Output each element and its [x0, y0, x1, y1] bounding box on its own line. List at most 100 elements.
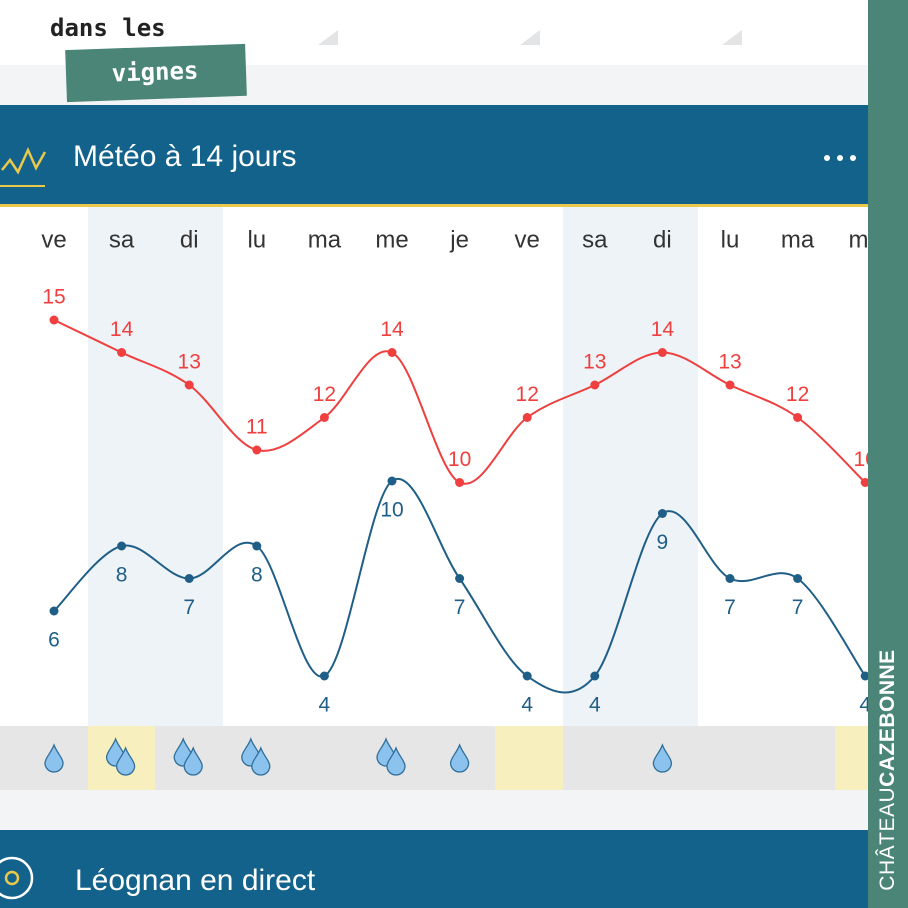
sidebar: CHÂTEAUCAZEBONNE — [868, 0, 908, 908]
widget-title[interactable]: Météo à 14 jours — [73, 140, 296, 173]
min-label: 7 — [792, 596, 804, 619]
rain-drop — [652, 743, 673, 773]
min-label: 4 — [319, 694, 331, 717]
min-point — [252, 541, 262, 551]
min-point — [184, 574, 194, 583]
max-label: 13 — [178, 351, 201, 374]
rain-cell-dry — [835, 726, 868, 790]
max-label: 11 — [246, 416, 268, 439]
day-label: me — [375, 226, 408, 253]
min-point — [793, 574, 803, 583]
min-point — [725, 574, 735, 583]
rain-icons — [44, 737, 673, 776]
day-label: ve — [515, 226, 540, 253]
min-label: 10 — [380, 499, 403, 522]
min-label: 4 — [521, 694, 533, 717]
max-point — [725, 380, 735, 390]
min-label: 7 — [724, 596, 736, 619]
live-icon — [0, 856, 34, 900]
tag-line: dans les — [50, 14, 166, 42]
live-icon-dot — [4, 870, 20, 886]
max-label: 14 — [651, 318, 675, 341]
max-point — [860, 478, 868, 487]
brand-light: CHÂTEAU — [876, 786, 899, 891]
min-point — [319, 671, 329, 681]
max-point — [793, 413, 803, 422]
min-point — [455, 574, 465, 583]
day-label: di — [653, 226, 672, 253]
tri-icon — [520, 30, 540, 45]
tri-icon — [722, 30, 742, 45]
max-point — [252, 445, 262, 455]
max-point — [657, 348, 667, 357]
min-point — [117, 541, 127, 551]
weekend-band — [563, 207, 698, 726]
min-line — [53, 477, 867, 694]
max-label: 13 — [583, 351, 606, 374]
rain-drop — [386, 746, 406, 776]
rain-drop — [449, 743, 470, 773]
footer-title[interactable]: Léognan en direct — [75, 864, 316, 897]
min-label: 9 — [657, 531, 669, 554]
max-point — [590, 380, 600, 390]
weekend-band — [88, 207, 223, 726]
gap-band — [0, 790, 868, 830]
min-point — [590, 671, 600, 681]
min-label: 4 — [859, 694, 868, 717]
min-point — [49, 606, 59, 616]
day-label: sa — [109, 226, 135, 253]
max-point — [455, 478, 465, 487]
app-screen: dans les vignes Météo à 14 jours ve sa di l… — [0, 10, 868, 908]
max-point — [184, 380, 194, 390]
min-label: 6 — [48, 629, 60, 652]
day-label: sa — [582, 226, 608, 253]
min-point — [387, 476, 397, 486]
min-label: 7 — [183, 596, 195, 619]
max-label: 12 — [516, 383, 539, 406]
max-point — [387, 348, 397, 357]
day-label: je — [449, 226, 469, 253]
tag-box — [36, 10, 226, 50]
max-label: 12 — [313, 383, 336, 406]
menu-dots[interactable] — [824, 155, 856, 161]
day-label: ve — [41, 226, 66, 253]
max-label: 10 — [448, 448, 471, 471]
tag-green — [65, 43, 247, 103]
rain-drop — [183, 746, 203, 776]
max-point — [49, 315, 59, 325]
widget-header — [0, 105, 868, 205]
forecast-chart: ve sa di lu ma me je ve sa di lu ma me 15 14 13 11 12 14 10… — [41, 226, 868, 717]
chart-icon — [1, 146, 47, 175]
day-label: me — [849, 226, 868, 253]
day-label: ma — [308, 226, 342, 253]
max-point — [319, 413, 329, 422]
day-label: ma — [781, 226, 815, 253]
tri-icon — [318, 30, 338, 45]
rain-cell-dry — [495, 726, 563, 790]
max-point — [522, 413, 532, 422]
max-label: 14 — [110, 318, 134, 341]
min-label: 4 — [589, 694, 601, 717]
rain-drop — [115, 746, 136, 776]
header-rule — [0, 204, 868, 207]
tag-line: vignes — [111, 56, 199, 87]
max-point — [117, 348, 127, 357]
max-label: 13 — [718, 351, 741, 374]
footer-header — [0, 830, 868, 908]
day-label: lu — [247, 226, 266, 253]
min-label: 8 — [116, 564, 128, 587]
min-point — [522, 671, 532, 681]
day-label: lu — [721, 226, 740, 253]
min-point — [860, 671, 868, 681]
max-label: 15 — [42, 286, 65, 309]
max-label: 14 — [380, 318, 404, 341]
day-label: di — [180, 226, 199, 253]
max-label: 10 — [854, 448, 868, 471]
brand-bold: CAZEBONNE — [876, 649, 899, 787]
brand: CHÂTEAUCAZEBONNE — [876, 649, 900, 890]
rain-drop — [44, 743, 64, 773]
min-label: 7 — [454, 596, 466, 619]
min-label: 8 — [251, 564, 263, 587]
rain-drop — [251, 746, 271, 776]
